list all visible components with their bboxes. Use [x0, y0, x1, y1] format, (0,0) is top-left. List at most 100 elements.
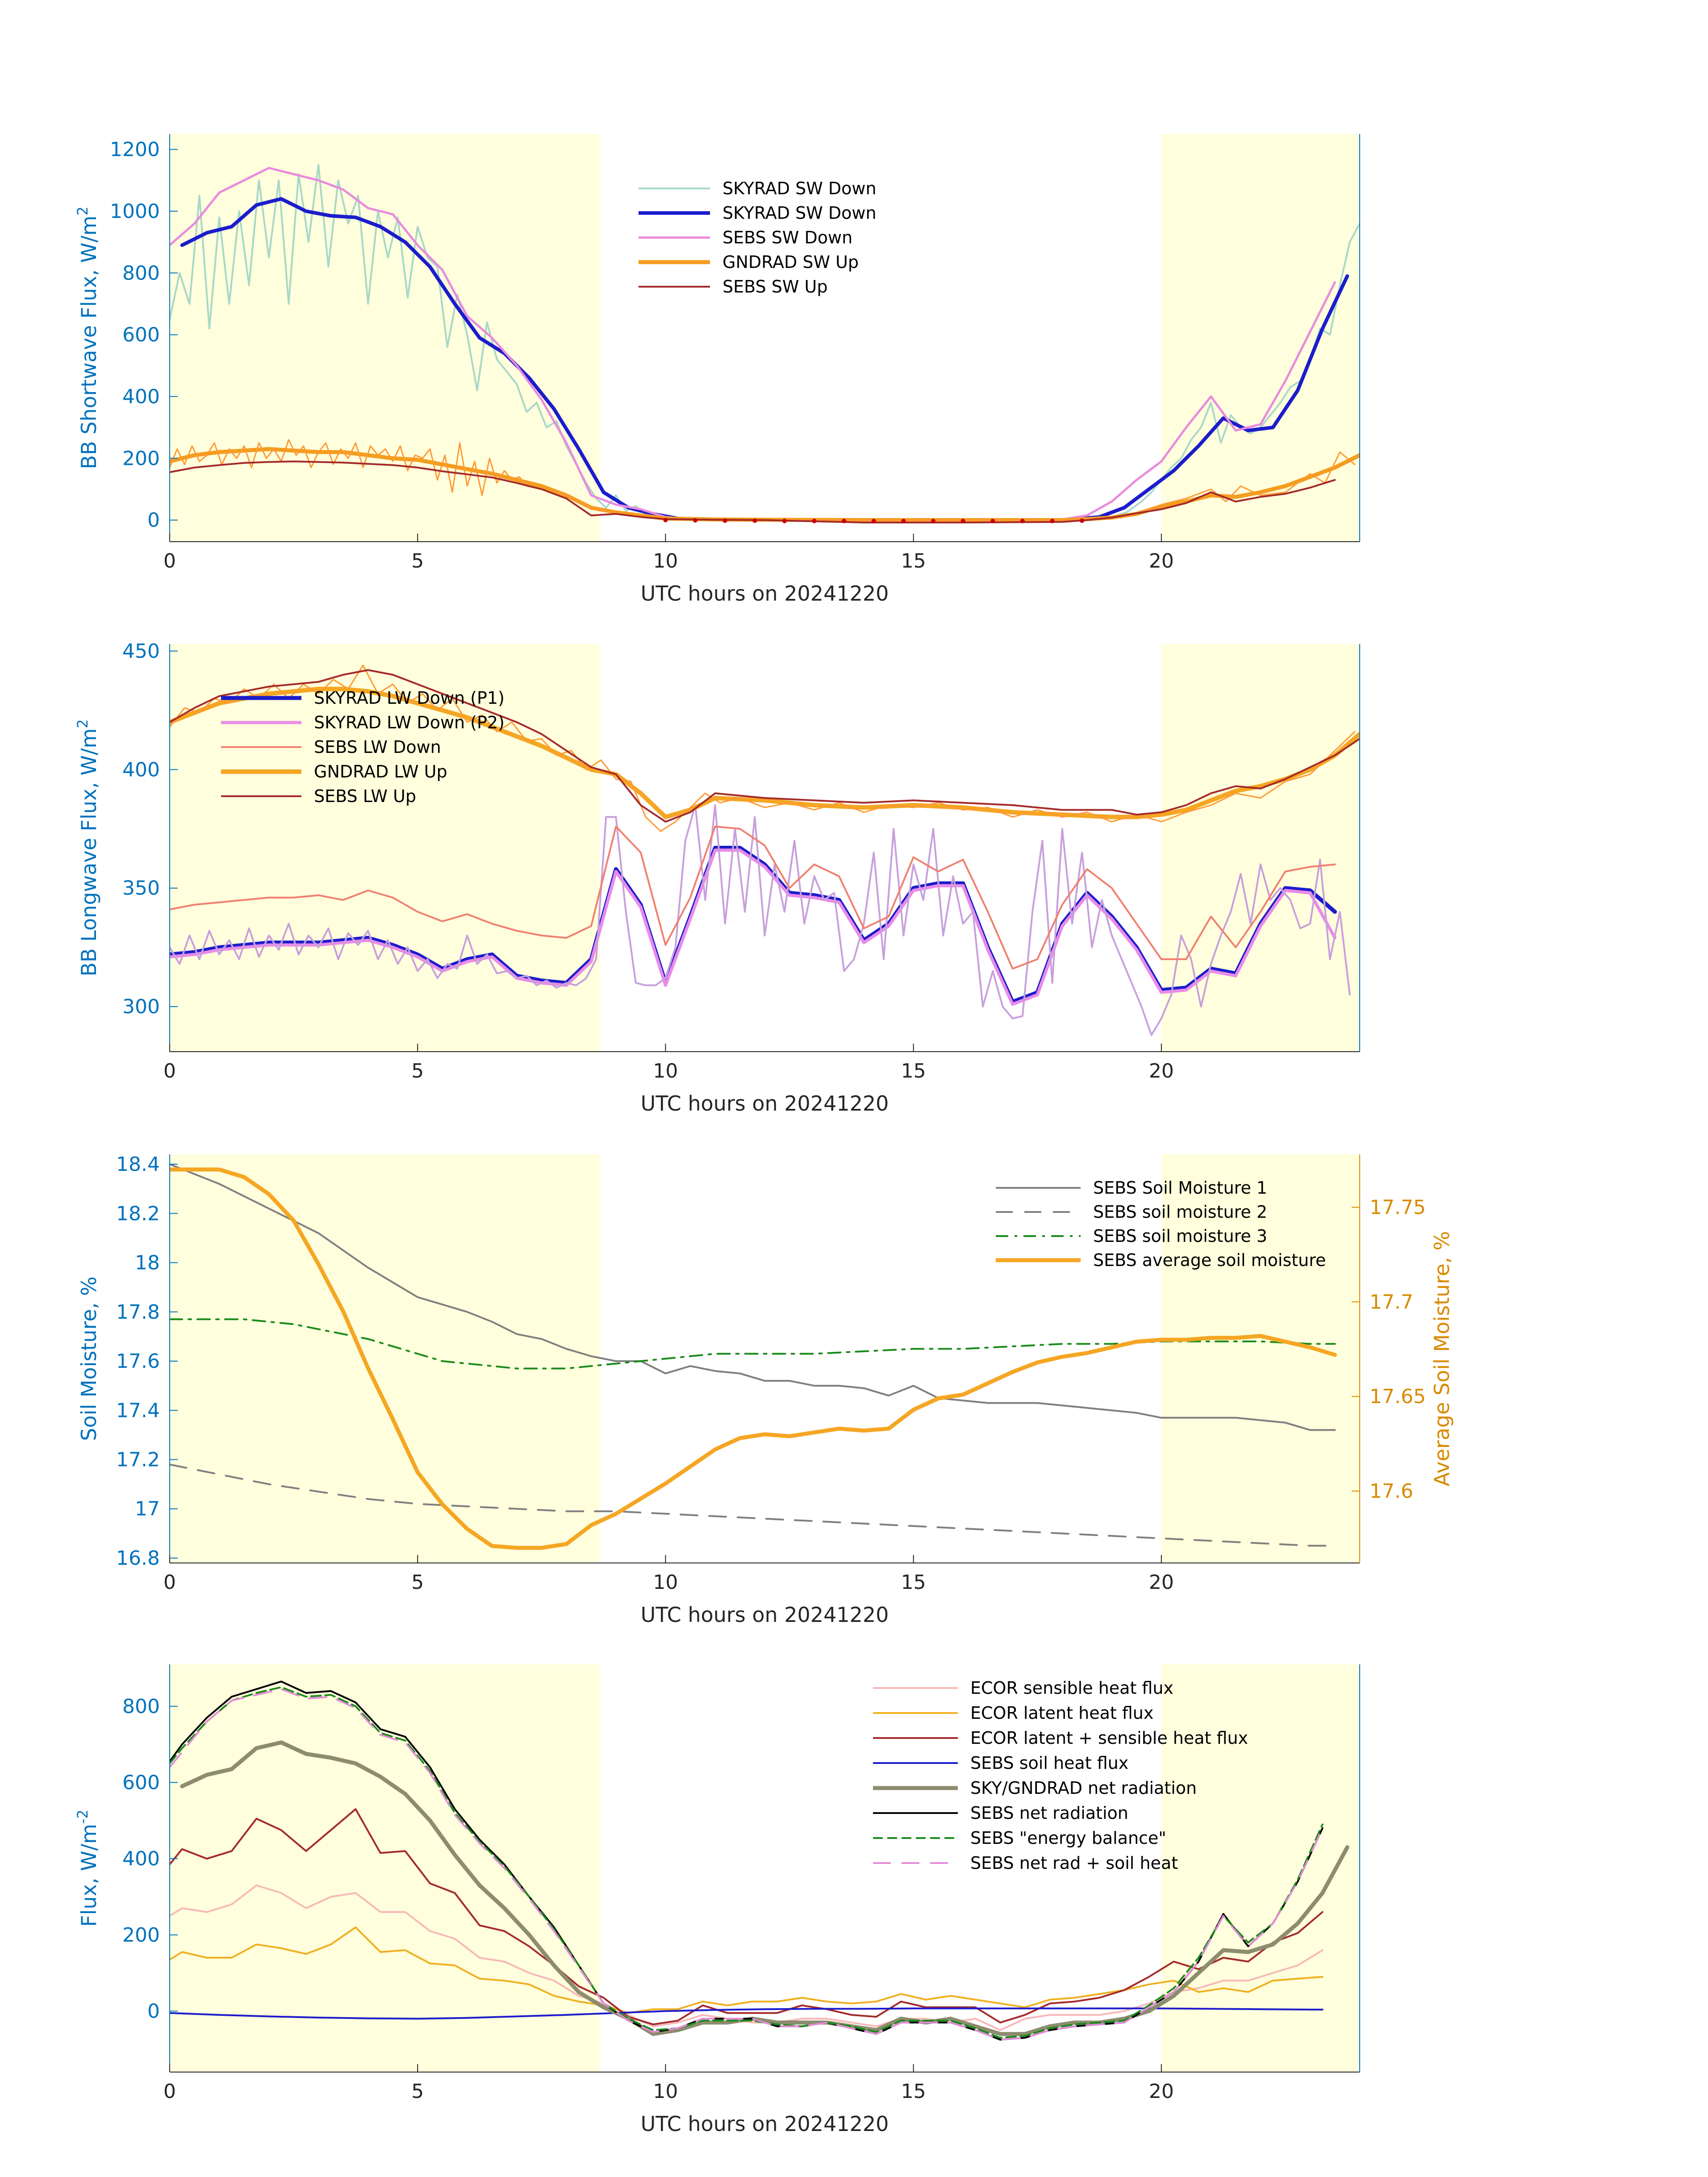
y-tick-label: 400 [122, 758, 160, 781]
y-right-tick-label: 17.6 [1370, 1480, 1413, 1503]
x-tick-label: 5 [411, 550, 424, 572]
x-axis-label: UTC hours on 20241220 [641, 1091, 889, 1116]
y-tick-label: 350 [122, 877, 160, 900]
y-tick-label: 200 [122, 1924, 160, 1947]
x-tick-label: 15 [901, 1571, 926, 1594]
legend: SKYRAD LW Down (P1) SKYRAD LW Down (P2) SE… [221, 688, 505, 806]
y-axis-label-superscript: 2 [74, 206, 91, 215]
y-tick-label: 400 [122, 385, 160, 408]
legend-label: SKY/GNDRAD net radiation [970, 1778, 1197, 1798]
y-tick-label: 17.8 [116, 1301, 160, 1324]
series-line-7 [170, 669, 1360, 823]
y-right-axis-label: Average Soil Moisture, % [1430, 1231, 1454, 1487]
legend-label: SEBS SW Up [722, 277, 827, 297]
x-tick-label: 10 [653, 2080, 678, 2103]
y-tick-label: 18.2 [116, 1202, 160, 1225]
y-right-tick-label: 17.7 [1370, 1291, 1413, 1313]
shaded-region [170, 134, 600, 542]
y-tick-label: 17 [135, 1498, 160, 1521]
shaded-region [1161, 1664, 1360, 2072]
legend-label: SEBS average soil moisture [1093, 1250, 1326, 1270]
legend-label: SEBS soil heat flux [970, 1753, 1128, 1773]
series-line-3 [170, 1808, 1324, 2026]
x-tick-label: 0 [163, 1060, 176, 1082]
legend-label: SKYRAD LW Down (P1) [314, 688, 505, 708]
shaded-region [1161, 134, 1360, 542]
x-tick-label: 20 [1149, 550, 1174, 572]
data-marker [722, 518, 727, 523]
series-line-1 [170, 1163, 1336, 1431]
x-axis-label: UTC hours on 20241220 [641, 1603, 889, 1627]
data-marker [901, 518, 906, 523]
legend-label: ECOR latent heat flux [970, 1703, 1153, 1723]
legend-label: SEBS soil moisture 2 [1093, 1202, 1267, 1222]
shaded-region [170, 644, 600, 1052]
y-tick-label: 17.6 [116, 1350, 160, 1373]
series-line-3 [170, 1318, 1336, 1370]
shaded-region [1161, 1154, 1360, 1563]
series-line-8 [170, 1688, 1324, 2041]
legend-label: SEBS LW Down [314, 737, 441, 757]
data-marker [871, 518, 876, 523]
shaded-region [170, 1154, 600, 1563]
y-right-tick-label: 17.65 [1370, 1385, 1426, 1408]
series-line-2 [170, 1926, 1324, 2014]
y-axis-label: Flux, W/m-2 [74, 1809, 101, 1927]
y-tick-label: 1200 [110, 138, 160, 161]
x-tick-label: 10 [653, 550, 678, 572]
x-tick-label: 5 [411, 1060, 424, 1082]
y-axis-label-superscript: -2 [74, 1809, 91, 1824]
x-tick-label: 20 [1149, 1571, 1174, 1594]
x-tick-label: 0 [163, 1571, 176, 1594]
data-marker [1050, 518, 1055, 523]
y-axis-label: Soil Moisture, % [77, 1276, 101, 1441]
x-tick-label: 20 [1149, 1060, 1174, 1082]
y-tick-label: 18.4 [116, 1153, 160, 1176]
plot-area [170, 164, 1360, 524]
y-axis-label-superscript: 2 [74, 719, 91, 728]
legend: SKYRAD SW Down SKYRAD SW Down SEBS SW Down… [639, 179, 877, 297]
y-tick-label: 1000 [110, 200, 160, 223]
data-marker [1080, 518, 1085, 523]
x-tick-label: 0 [163, 550, 176, 572]
y-tick-label: 600 [122, 324, 160, 347]
x-tick-label: 10 [653, 1060, 678, 1082]
y-tick-label: 16.8 [116, 1547, 160, 1570]
y-tick-label: 800 [122, 1695, 160, 1718]
y-right-tick-label: 17.75 [1370, 1196, 1426, 1219]
legend-label: ECOR sensible heat flux [970, 1678, 1173, 1698]
series-line-4 [170, 2007, 1324, 2020]
legend-label: SEBS "energy balance" [970, 1828, 1166, 1848]
x-tick-label: 15 [901, 550, 926, 572]
series-line-6 [170, 460, 1336, 524]
x-tick-label: 5 [411, 2080, 424, 2103]
x-tick-label: 20 [1149, 2080, 1174, 2103]
chart-panel-2: 0 5 10 15 20 300 350 400 450 UTC hours on 2024122… [74, 640, 1360, 1116]
legend-label: SEBS soil moisture 3 [1093, 1226, 1267, 1246]
series-line-2 [170, 1463, 1336, 1547]
legend-label: SEBS LW Up [314, 786, 416, 806]
legend-label: SKYRAD SW Down [722, 203, 877, 223]
series-line-7 [170, 1686, 1324, 2039]
chart-panel-3: 0 5 10 15 20 16.8 17 17.2 17.4 17.6 17.8 18 18.2 18.4… [77, 1153, 1454, 1627]
data-marker [960, 518, 965, 523]
legend-label: GNDRAD LW Up [314, 762, 447, 781]
legend-label: SEBS SW Down [722, 228, 852, 247]
y-tick-label: 17.4 [116, 1399, 160, 1422]
y-axis-label: BB Shortwave Flux, W/m2 [74, 206, 101, 469]
series-line-6 [170, 664, 1356, 832]
x-tick-label: 0 [163, 2080, 176, 2103]
shaded-region [170, 1664, 600, 2072]
data-marker [663, 518, 668, 522]
legend-label: SEBS Soil Moisture 1 [1093, 1178, 1267, 1198]
plot-area [170, 1680, 1349, 2041]
data-marker [1020, 518, 1025, 523]
series-line-5 [170, 686, 1360, 819]
x-tick-label: 10 [653, 1571, 678, 1594]
series-line-4 [170, 447, 1360, 522]
shaded-region [1161, 644, 1360, 1052]
legend-label: ECOR latent + sensible heat flux [970, 1728, 1248, 1748]
